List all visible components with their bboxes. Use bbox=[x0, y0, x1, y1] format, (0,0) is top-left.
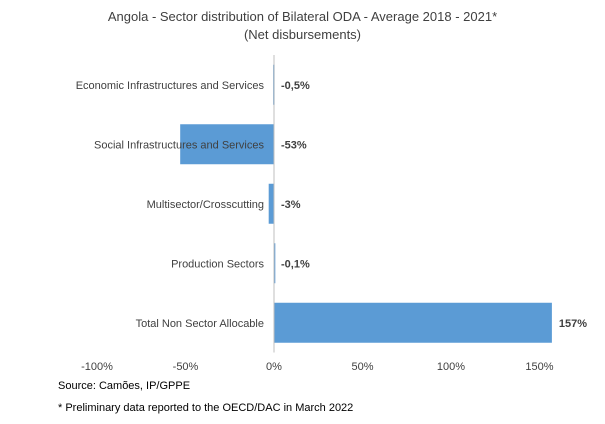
category-label: Total Non Sector Allocable bbox=[136, 318, 264, 330]
source-note: Source: Camões, IP/GPPE bbox=[58, 380, 191, 392]
x-tick-label: 100% bbox=[437, 361, 465, 373]
bar-4 bbox=[273, 243, 276, 284]
chart-title: Angola - Sector distribution of Bilatera… bbox=[107, 9, 498, 24]
bar-3 bbox=[268, 183, 274, 224]
x-tick-label: 50% bbox=[351, 361, 373, 373]
data-label: -3% bbox=[281, 199, 301, 211]
bar-5 bbox=[274, 302, 552, 343]
data-label: 157% bbox=[559, 318, 587, 330]
data-label: -53% bbox=[281, 139, 307, 151]
x-tick-label: -50% bbox=[173, 361, 199, 373]
category-label: Production Sectors bbox=[171, 258, 264, 270]
data-label: -0,5% bbox=[281, 80, 310, 92]
category-label: Economic Infrastructures and Services bbox=[76, 80, 265, 92]
x-tick-label: -100% bbox=[81, 361, 113, 373]
x-tick-label: 0% bbox=[266, 361, 282, 373]
footnote: * Preliminary data reported to the OECD/… bbox=[58, 402, 354, 414]
category-label: Social Infrastructures and Services bbox=[94, 139, 264, 151]
chart-subtitle: (Net disbursements) bbox=[243, 27, 362, 42]
bar-2 bbox=[180, 124, 274, 165]
data-label: -0,1% bbox=[281, 258, 310, 270]
category-label: Multisector/Crosscutting bbox=[147, 199, 264, 211]
x-tick-label: 150% bbox=[525, 361, 553, 373]
